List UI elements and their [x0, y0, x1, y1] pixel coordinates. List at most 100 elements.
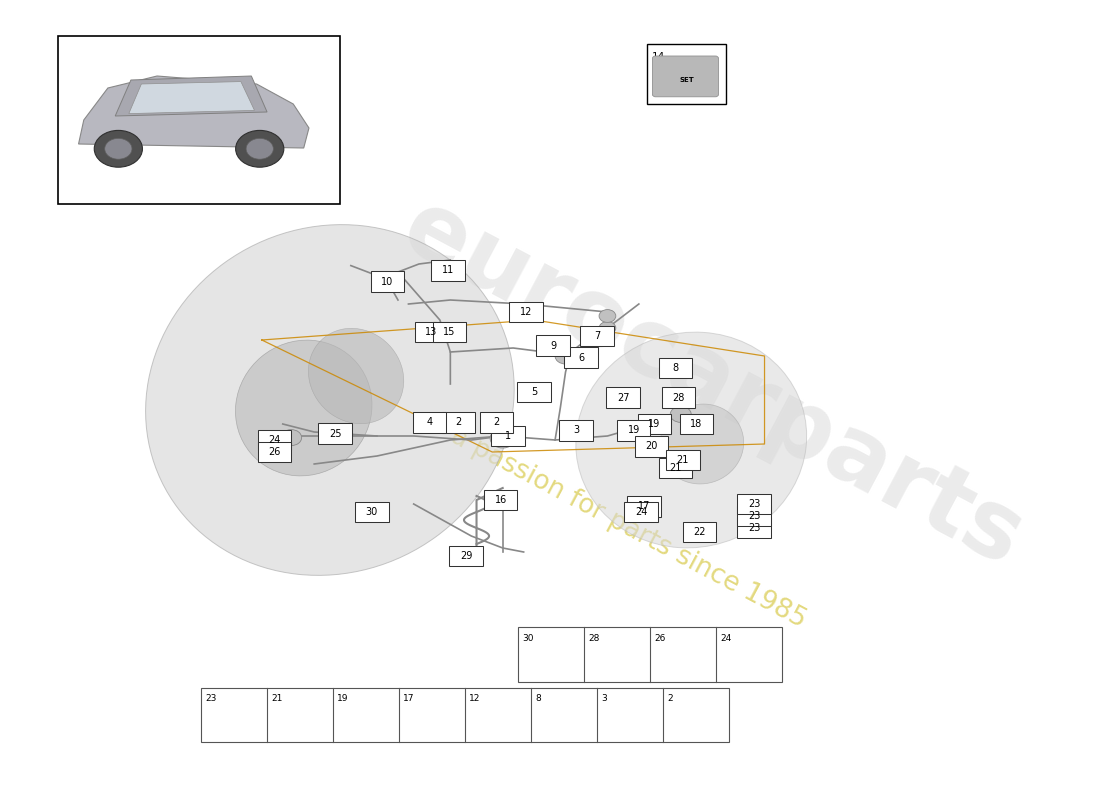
Text: 2: 2 [667, 694, 673, 703]
Text: 24: 24 [635, 507, 647, 517]
Bar [647, 44, 726, 104]
FancyBboxPatch shape [449, 546, 483, 566]
Text: 28: 28 [588, 634, 600, 642]
FancyBboxPatch shape [606, 387, 640, 408]
FancyBboxPatch shape [257, 442, 292, 462]
Text: a passion for parts since 1985: a passion for parts since 1985 [447, 423, 811, 633]
Circle shape [235, 130, 284, 167]
Text: 3: 3 [602, 694, 607, 703]
Text: 29: 29 [460, 551, 472, 561]
Text: 22: 22 [693, 527, 706, 537]
Text: 17: 17 [404, 694, 415, 703]
FancyBboxPatch shape [371, 271, 405, 292]
Text: 7: 7 [594, 331, 601, 341]
Ellipse shape [660, 404, 744, 484]
Text: 5: 5 [531, 387, 537, 397]
Text: 12: 12 [470, 694, 481, 703]
Text: 19: 19 [338, 694, 349, 703]
FancyBboxPatch shape [442, 412, 475, 433]
Text: 17: 17 [638, 502, 650, 511]
FancyBboxPatch shape [662, 387, 695, 408]
Text: 26: 26 [654, 634, 666, 642]
Text: 4: 4 [427, 418, 432, 427]
FancyBboxPatch shape [480, 412, 514, 433]
Text: 18: 18 [691, 419, 703, 429]
Text: 10: 10 [382, 277, 394, 286]
Text: 23: 23 [748, 523, 760, 533]
FancyBboxPatch shape [355, 502, 388, 522]
FancyBboxPatch shape [492, 426, 525, 446]
FancyBboxPatch shape [617, 420, 650, 441]
Text: 19: 19 [627, 426, 640, 435]
Text: 21: 21 [272, 694, 283, 703]
Text: 23: 23 [748, 511, 760, 521]
FancyBboxPatch shape [638, 414, 671, 434]
Text: 8: 8 [536, 694, 541, 703]
FancyBboxPatch shape [432, 322, 466, 342]
Text: 11: 11 [442, 266, 454, 275]
Text: 2: 2 [493, 418, 499, 427]
FancyBboxPatch shape [659, 458, 692, 478]
FancyBboxPatch shape [683, 522, 716, 542]
FancyBboxPatch shape [559, 420, 593, 441]
FancyBboxPatch shape [627, 496, 661, 517]
Ellipse shape [575, 332, 806, 548]
Text: 28: 28 [672, 393, 685, 402]
FancyBboxPatch shape [517, 382, 551, 402]
Text: 14: 14 [651, 52, 664, 62]
FancyBboxPatch shape [412, 412, 447, 433]
Bar [201, 688, 729, 742]
Text: 23: 23 [206, 694, 217, 703]
FancyBboxPatch shape [737, 518, 771, 538]
FancyBboxPatch shape [415, 322, 448, 342]
Text: 19: 19 [648, 419, 661, 429]
FancyBboxPatch shape [652, 56, 718, 97]
Text: 27: 27 [617, 393, 629, 402]
Bar [57, 36, 340, 204]
Ellipse shape [616, 390, 635, 402]
Bar [518, 627, 782, 682]
Text: 23: 23 [748, 499, 760, 509]
Ellipse shape [145, 225, 514, 575]
Ellipse shape [235, 340, 372, 476]
FancyBboxPatch shape [635, 436, 668, 457]
FancyBboxPatch shape [624, 502, 658, 522]
FancyBboxPatch shape [509, 302, 542, 322]
FancyBboxPatch shape [318, 423, 352, 444]
Text: 21: 21 [669, 463, 682, 473]
Text: 15: 15 [443, 327, 455, 337]
Circle shape [104, 138, 132, 159]
Circle shape [246, 138, 273, 159]
Text: 25: 25 [329, 429, 341, 438]
Text: 26: 26 [268, 447, 280, 457]
Polygon shape [129, 82, 254, 114]
Text: 21: 21 [676, 455, 689, 465]
Text: 8: 8 [672, 363, 679, 373]
FancyBboxPatch shape [484, 490, 517, 510]
FancyBboxPatch shape [257, 430, 292, 450]
Text: 2: 2 [455, 418, 462, 427]
FancyBboxPatch shape [667, 450, 700, 470]
Circle shape [600, 322, 616, 334]
Text: eurocarparts: eurocarparts [387, 182, 1037, 586]
Text: SET: SET [679, 77, 694, 83]
Text: 6: 6 [579, 353, 584, 362]
FancyBboxPatch shape [431, 260, 465, 281]
Ellipse shape [308, 328, 404, 424]
Text: 16: 16 [495, 495, 507, 505]
Text: 20: 20 [646, 442, 658, 451]
Circle shape [280, 430, 301, 446]
FancyBboxPatch shape [680, 414, 713, 434]
Text: 24: 24 [268, 435, 280, 445]
FancyBboxPatch shape [737, 494, 771, 514]
Text: 24: 24 [720, 634, 732, 642]
Text: 30: 30 [365, 507, 378, 517]
Text: 30: 30 [522, 634, 535, 642]
Circle shape [670, 406, 691, 422]
Text: 9: 9 [550, 341, 556, 350]
FancyBboxPatch shape [659, 358, 692, 378]
Polygon shape [78, 76, 309, 148]
FancyBboxPatch shape [737, 506, 771, 526]
FancyBboxPatch shape [564, 347, 598, 368]
Circle shape [600, 310, 616, 322]
